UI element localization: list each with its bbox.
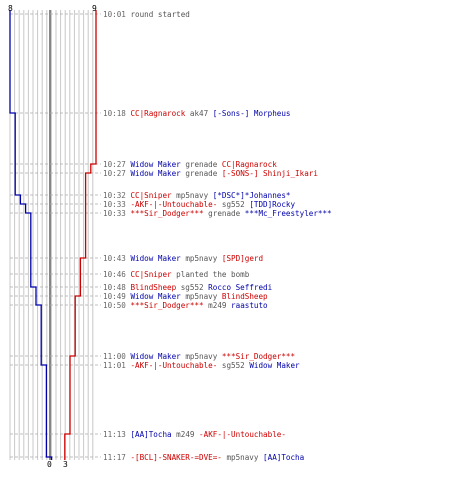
event-victim: BlindSheep [221, 292, 268, 301]
event-time: 10:27 [103, 160, 126, 169]
event-row: 10:43 Widow Maker mp5navy [SPD]gerd [103, 254, 263, 263]
event-weapon: grenade [208, 209, 241, 218]
event-victim: raastuto [231, 301, 268, 310]
event-killer: -AKF-|-Untouchable- [130, 200, 218, 209]
event-weapon: mp5navy [185, 352, 218, 361]
event-row: 10:27 Widow Maker grenade CC|Ragnarock [103, 160, 277, 169]
event-time: 10:01 [103, 10, 126, 19]
red-end-count: 3 [63, 460, 68, 469]
event-killer: Widow Maker [130, 160, 181, 169]
event-message: round started [130, 10, 190, 19]
event-weapon: grenade [185, 169, 218, 178]
event-row: 10:46 CC|Sniper planted the bomb [103, 270, 249, 279]
event-time: 10:50 [103, 301, 126, 310]
event-victim: -AKF-|-Untouchable- [199, 430, 286, 439]
event-row: 10:33 ***Sir_Dodger*** grenade ***Mc_Fre… [103, 209, 332, 218]
event-victim: [AA]Tocha [263, 453, 305, 462]
event-victim: [*DSC*]*Johannes* [212, 191, 291, 200]
event-killer: BlindSheep [130, 283, 177, 292]
event-weapon: mp5navy [226, 453, 259, 462]
event-time: 10:46 [103, 270, 126, 279]
event-weapon: sg552 [221, 200, 245, 209]
event-time: 10:18 [103, 109, 126, 118]
event-victim: Widow Maker [249, 361, 300, 370]
event-victim: [-SONS-] Shinji_Ikari [221, 169, 318, 178]
event-killer: CC|Ragnarock [130, 109, 186, 118]
event-row: 10:50 ***Sir_Dodger*** m249 raastuto [103, 301, 268, 310]
event-killer: ***Sir_Dodger*** [130, 301, 204, 310]
event-time: 10:33 [103, 200, 126, 209]
event-weapon: m249 [208, 301, 227, 310]
blue-end-count: 0 [47, 460, 52, 469]
event-killer: Widow Maker [130, 169, 181, 178]
event-row: 11:00 Widow Maker mp5navy ***Sir_Dodger*… [103, 352, 295, 361]
event-victim: [TDD]Rocky [249, 200, 296, 209]
event-weapon: mp5navy [185, 292, 218, 301]
event-weapon: sg552 [221, 361, 245, 370]
event-time: 10:27 [103, 169, 126, 178]
event-time: 11:13 [103, 430, 126, 439]
event-time: 10:33 [103, 209, 126, 218]
event-row: 10:32 CC|Sniper mp5navy [*DSC*]*Johannes… [103, 191, 291, 200]
event-killer: [AA]Tocha [130, 430, 172, 439]
event-row: 11:01 -AKF-|-Untouchable- sg552 Widow Ma… [103, 361, 300, 370]
event-killer: CC|Sniper [130, 191, 172, 200]
event-message: planted the bomb [176, 270, 250, 279]
event-killer: Widow Maker [130, 254, 181, 263]
event-row: 11:13 [AA]Tocha m249 -AKF-|-Untouchable- [103, 430, 286, 439]
blue-start-count: 8 [8, 4, 13, 13]
event-killer: -[BCL]-SNAKER-=DVE=- [130, 453, 222, 462]
event-weapon: mp5navy [176, 191, 209, 200]
red-team-alive-line [64, 10, 97, 460]
event-victim: ***Sir_Dodger*** [221, 352, 296, 361]
event-row: 10:49 Widow Maker mp5navy BlindSheep [103, 292, 268, 301]
event-time: 11:17 [103, 453, 126, 462]
event-time: 11:00 [103, 352, 126, 361]
red-start-count: 9 [92, 4, 97, 13]
event-victim: [SPD]gerd [221, 254, 264, 263]
event-killer: -AKF-|-Untouchable- [130, 361, 218, 370]
event-time: 10:32 [103, 191, 126, 200]
event-weapon: grenade [185, 160, 218, 169]
event-row: 11:17 -[BCL]-SNAKER-=DVE=- mp5navy [AA]T… [103, 453, 304, 462]
event-weapon: m249 [176, 430, 195, 439]
event-row: 10:48 BlindSheep sg552 Rocco Seffredi [103, 283, 272, 292]
event-row: 10:27 Widow Maker grenade [-SONS-] Shinj… [103, 169, 318, 178]
event-killer: ***Sir_Dodger*** [130, 209, 204, 218]
event-row: 10:18 CC|Ragnarock ak47 [-Sons-] Morpheu… [103, 109, 291, 118]
event-weapon: mp5navy [185, 254, 218, 263]
event-killer: Widow Maker [130, 352, 181, 361]
event-row: 10:01 round started [103, 10, 190, 19]
event-time: 10:48 [103, 283, 126, 292]
event-victim: [-Sons-] Morpheus [212, 109, 291, 118]
event-weapon: sg552 [180, 283, 204, 292]
event-victim: CC|Ragnarock [221, 160, 277, 169]
blue-team-alive-line [9, 10, 53, 460]
event-killer: CC|Sniper [130, 270, 172, 279]
event-time: 10:49 [103, 292, 126, 301]
event-victim: Rocco Seffredi [208, 283, 273, 292]
event-victim: ***Mc_Freestyler*** [244, 209, 332, 218]
event-time: 11:01 [103, 361, 126, 370]
event-killer: Widow Maker [130, 292, 181, 301]
event-row: 10:33 -AKF-|-Untouchable- sg552 [TDD]Roc… [103, 200, 295, 209]
event-weapon: ak47 [189, 109, 209, 118]
event-time: 10:43 [103, 254, 126, 263]
